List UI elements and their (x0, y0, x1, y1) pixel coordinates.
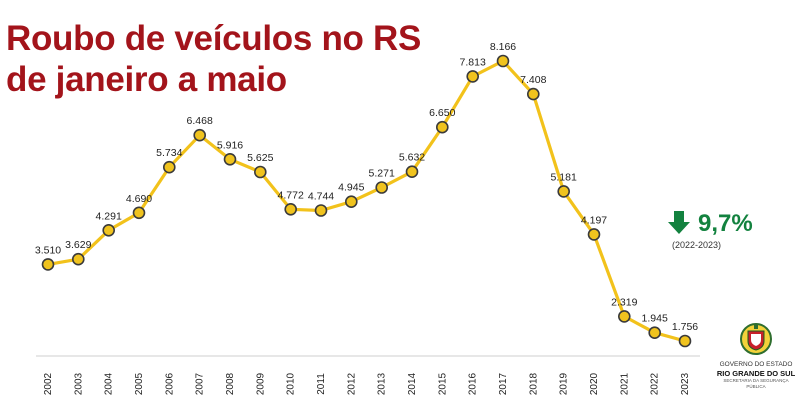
data-point (678, 334, 692, 348)
data-point (41, 258, 55, 271)
data-label: 8.166 (490, 41, 516, 53)
series-layer (41, 54, 692, 348)
data-point (253, 165, 267, 179)
x-tick-label: 2014 (407, 372, 418, 395)
x-tick-label: 2004 (104, 372, 115, 395)
data-point (587, 228, 601, 241)
chart-title-line1: Roubo de veículos no RS (6, 19, 422, 58)
data-label: 4.945 (338, 182, 364, 194)
series-line (47, 59, 686, 343)
data-point (557, 185, 571, 198)
data-label-layer: 3.510 3.629 4.291 4.690 5.734 6.468 5.916 5.625… (35, 41, 698, 333)
data-label: 4.772 (278, 189, 304, 201)
arrow-down-icon (668, 211, 690, 234)
x-tick-label: 2020 (589, 372, 600, 395)
data-label: 1.945 (642, 313, 668, 325)
data-point (466, 70, 480, 83)
change-period: (2022-2023) (672, 240, 722, 250)
x-tick-label: 2021 (619, 372, 630, 395)
x-tick-label: 2003 (73, 372, 84, 395)
x-tick-label: 2011 (316, 373, 327, 395)
x-tick-label: 2012 (346, 372, 357, 395)
data-label: 5.734 (156, 147, 182, 159)
x-tick-label: 2008 (225, 372, 236, 395)
chart-title: Roubo de veículos no RS de janeiro a mai… (6, 18, 421, 100)
data-label: 5.271 (369, 168, 395, 180)
data-point (375, 181, 389, 194)
x-tick-label: 2009 (255, 372, 266, 395)
x-tick-label: 2013 (377, 372, 388, 395)
data-label: 5.181 (551, 171, 577, 183)
data-point (223, 153, 237, 166)
logo-line2: RIO GRANDE DO SUL (716, 369, 796, 378)
data-point (314, 204, 328, 217)
data-point (102, 224, 115, 237)
x-tick-label: 2010 (286, 372, 297, 395)
data-point (405, 165, 419, 178)
change-badge: 9,7% (2022-2023) (668, 210, 753, 250)
data-point (496, 54, 510, 68)
data-label: 6.650 (429, 107, 455, 119)
x-tick-label: 2015 (437, 372, 448, 395)
chart-title-line2: de janeiro a maio (6, 60, 287, 99)
logo-line3: SECRETARIA DA SEGURANÇA PÚBLICA (723, 378, 789, 389)
data-label: 5.625 (247, 152, 273, 164)
x-tick-label: 2016 (468, 372, 479, 395)
x-tick-label: 2005 (134, 372, 145, 395)
data-point (193, 128, 206, 142)
data-label: 3.629 (65, 239, 91, 251)
x-tick-label: 2018 (528, 372, 539, 395)
data-label: 7.408 (520, 74, 546, 86)
data-label: 4.197 (581, 214, 607, 226)
data-point (284, 203, 298, 216)
rs-coat-of-arms-icon (740, 323, 772, 355)
x-tick-label: 2022 (650, 372, 661, 395)
data-label: 3.510 (35, 244, 61, 256)
data-point (72, 252, 85, 266)
data-point (648, 326, 662, 340)
change-percent: 9,7% (698, 210, 753, 237)
data-label: 1.756 (672, 321, 698, 333)
data-label: 4.690 (126, 193, 152, 205)
x-tick-label: 2007 (195, 372, 206, 395)
x-tick-label: 2019 (559, 372, 570, 395)
data-point (435, 120, 449, 134)
data-label: 7.813 (460, 56, 486, 68)
data-point (132, 206, 146, 220)
data-label: 5.916 (217, 139, 243, 151)
x-tick-label: 2017 (498, 372, 509, 395)
data-label: 2.319 (611, 296, 637, 308)
data-point (344, 195, 358, 208)
data-point (163, 160, 176, 174)
x-tick-label: 2006 (164, 372, 175, 395)
data-point (526, 87, 540, 101)
data-point (617, 310, 631, 323)
x-tick-label: 2002 (43, 372, 54, 395)
x-tick-label: 2023 (680, 372, 691, 395)
data-label: 6.468 (187, 115, 213, 127)
data-label: 4.291 (96, 210, 122, 222)
data-label: 5.632 (399, 152, 425, 164)
government-logo: GOVERNO DO ESTADO RIO GRANDE DO SUL SECR… (716, 322, 796, 390)
x-tick-layer: 2002 2003 2004 2005 2006 2007 2008 2009 2010 2011… (43, 372, 691, 395)
logo-line1: GOVERNO DO ESTADO (719, 361, 793, 368)
data-label: 4.744 (308, 191, 334, 203)
